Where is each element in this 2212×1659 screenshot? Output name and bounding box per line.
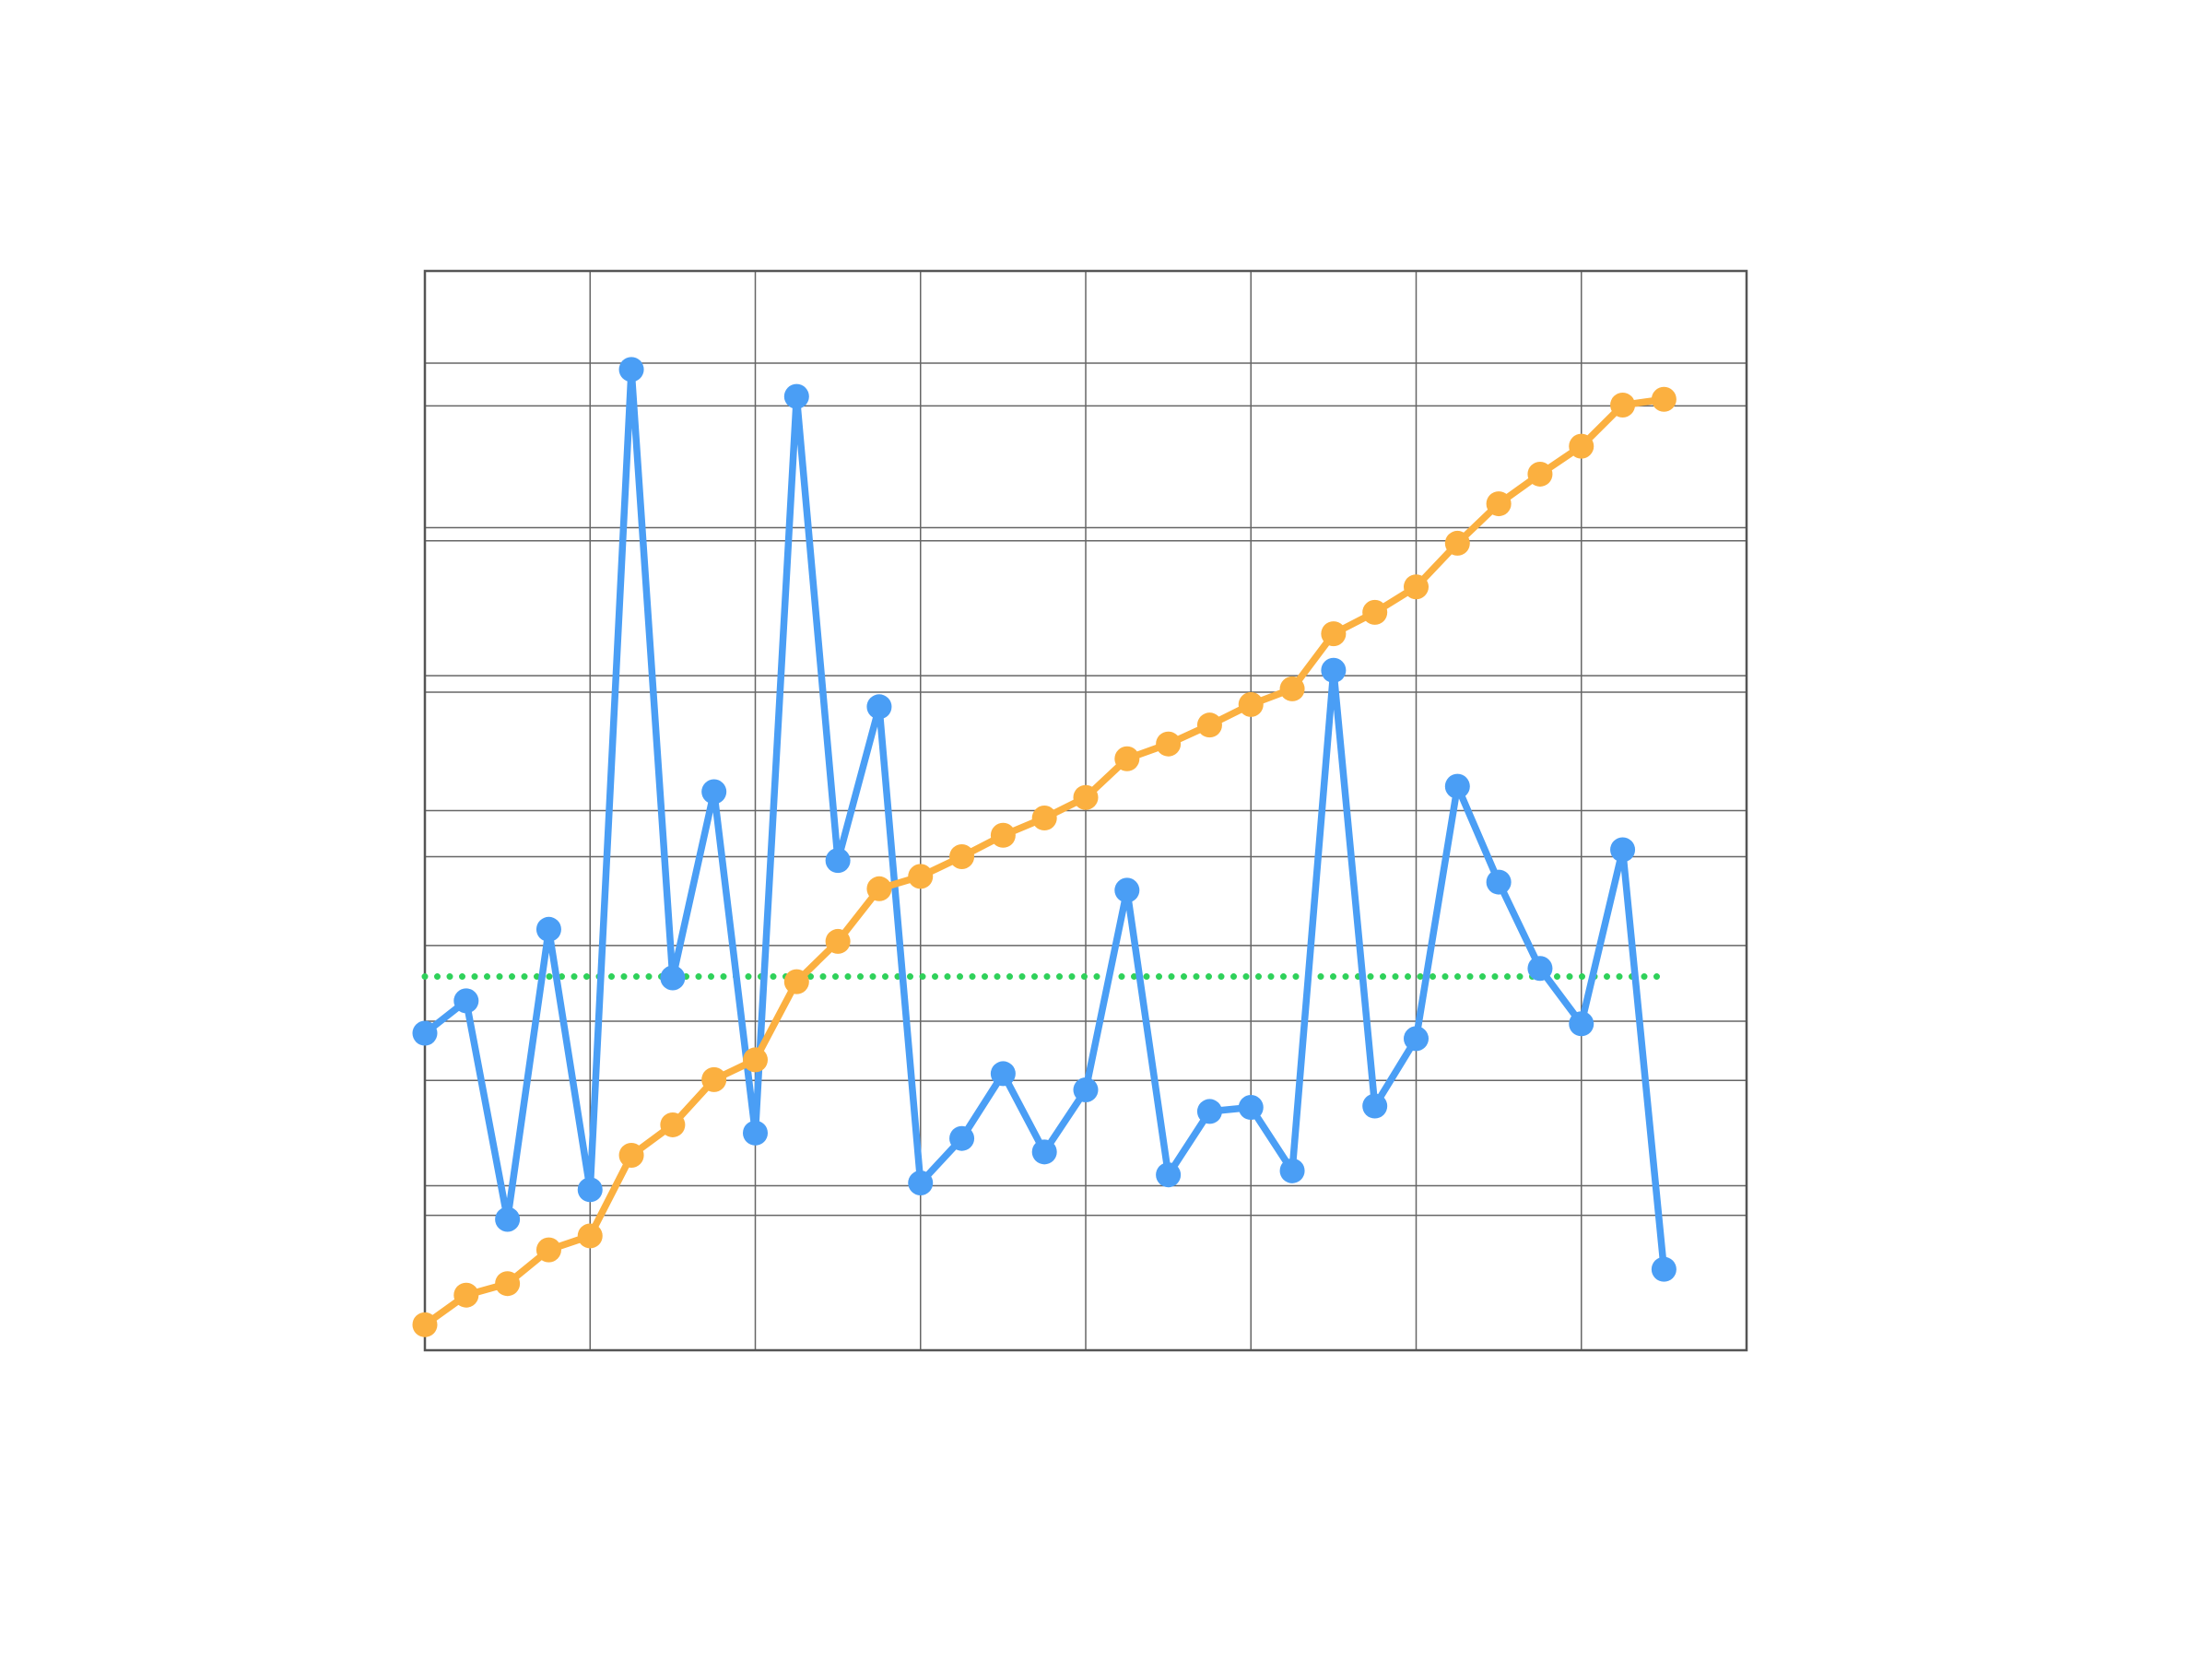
data-point	[412, 1020, 438, 1046]
data-point	[1279, 1158, 1305, 1183]
data-point	[1031, 1139, 1057, 1165]
plot-frame	[423, 269, 1748, 1352]
data-point	[577, 1223, 603, 1249]
data-point	[1610, 837, 1636, 863]
data-point	[866, 876, 892, 901]
data-point	[1444, 773, 1470, 799]
data-point	[743, 1120, 768, 1146]
data-point	[1156, 1162, 1182, 1188]
data-point	[495, 1206, 521, 1232]
data-point	[1651, 386, 1677, 412]
data-point	[1527, 461, 1553, 487]
data-point	[1238, 1095, 1264, 1121]
data-point	[783, 969, 809, 994]
data-point	[1156, 731, 1182, 757]
data-point	[1321, 657, 1347, 683]
data-point	[1404, 1026, 1429, 1052]
data-point	[1651, 1256, 1677, 1282]
data-point	[701, 1066, 727, 1092]
data-point	[618, 1142, 644, 1168]
data-point	[453, 1282, 479, 1308]
data-point	[908, 1170, 934, 1195]
data-point	[1073, 1077, 1099, 1102]
data-point	[1279, 676, 1305, 701]
data-point	[1569, 433, 1594, 459]
data-point	[1114, 877, 1140, 903]
data-point	[535, 1237, 561, 1263]
data-point	[908, 864, 934, 889]
data-point	[743, 1047, 768, 1073]
data-point	[1362, 599, 1388, 625]
data-point	[453, 988, 479, 1014]
data-point	[1362, 1093, 1388, 1119]
data-point	[783, 383, 809, 409]
data-point	[1321, 621, 1347, 647]
data-point	[1444, 530, 1470, 556]
data-point	[618, 357, 644, 382]
data-point	[577, 1177, 603, 1203]
data-point	[1238, 691, 1264, 717]
data-point	[1404, 574, 1429, 600]
data-point	[660, 1112, 686, 1137]
data-point	[1114, 746, 1140, 771]
data-point	[660, 965, 686, 991]
data-point	[866, 694, 892, 720]
data-point	[1196, 1099, 1222, 1124]
data-point	[1569, 1011, 1594, 1037]
data-point	[1486, 869, 1512, 895]
data-point	[1073, 784, 1099, 810]
data-point	[412, 1312, 438, 1337]
data-point	[990, 822, 1016, 848]
data-point	[825, 848, 851, 874]
data-point	[949, 843, 975, 869]
data-point	[1610, 392, 1636, 418]
data-point	[1527, 956, 1553, 982]
data-point	[1196, 712, 1222, 738]
data-point	[825, 928, 851, 954]
data-point	[535, 916, 561, 942]
data-point	[701, 779, 727, 805]
data-point	[949, 1125, 975, 1151]
data-point	[990, 1061, 1016, 1087]
data-point	[1031, 806, 1057, 831]
data-point	[1486, 491, 1512, 517]
data-point	[495, 1271, 521, 1297]
